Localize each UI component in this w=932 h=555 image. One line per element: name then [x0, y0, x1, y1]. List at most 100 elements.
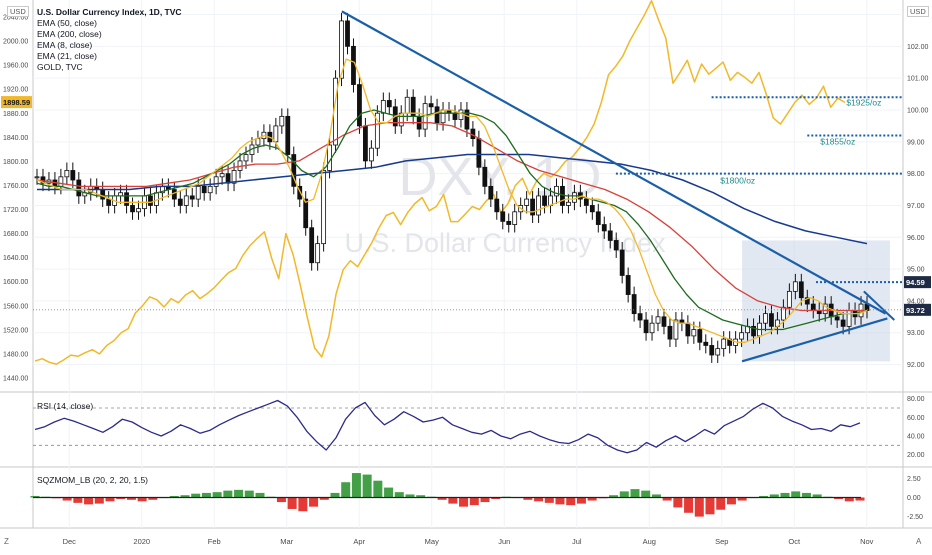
legend-ema8: EMA (8, close): [37, 40, 93, 50]
rsi-panel-label[interactable]: RSI (14, close): [37, 401, 94, 411]
momentum-bar: [276, 497, 286, 503]
candle-body: [106, 198, 112, 206]
main-price-panel: $1925/oz $1855/oz $1800/oz: [33, 0, 903, 365]
candle-body: [739, 332, 745, 340]
candle-body: [315, 243, 321, 264]
momentum-panel-label[interactable]: SQZMOM_LB (20, 2, 20, 1.5): [37, 475, 149, 485]
x-tick-label: Oct: [788, 537, 801, 546]
candle-body: [207, 185, 213, 194]
candle-body: [643, 319, 649, 334]
candle-body: [792, 281, 798, 292]
momentum-bar: [609, 495, 619, 498]
momentum-bar: [480, 497, 490, 503]
right-tick-label: 100.00: [907, 108, 929, 115]
annotation-label: $1925/oz: [846, 97, 881, 107]
candle-body: [255, 138, 261, 146]
gold-line: [34, 0, 846, 365]
candle-body: [291, 154, 297, 187]
momentum-bar: [587, 497, 597, 501]
candle-body: [846, 310, 852, 327]
ema8-line: [36, 58, 868, 343]
momentum-bar: [705, 497, 715, 515]
left-tick-label: 1680.00: [3, 231, 28, 238]
triangle-shade: [742, 240, 890, 362]
candle-body: [691, 329, 697, 337]
candle-body: [279, 115, 285, 127]
momentum-bar: [416, 495, 426, 498]
candle-body: [542, 195, 547, 206]
candle-body: [76, 179, 82, 197]
left-currency-label[interactable]: USD: [7, 6, 29, 17]
right-tick-label: 98.00: [907, 171, 925, 178]
candle-body: [189, 195, 195, 200]
right-tick-label: 101.00: [907, 76, 929, 83]
right-currency-label[interactable]: USD: [907, 6, 929, 17]
left-tick-label: 1600.00: [3, 279, 28, 286]
candle-body: [34, 176, 40, 179]
candle-body: [183, 195, 189, 206]
left-tick-label: 1960.00: [3, 63, 28, 70]
momentum-bar: [180, 495, 190, 498]
candle-body: [380, 100, 386, 114]
candle-body: [500, 211, 506, 222]
momentum-bar: [309, 497, 319, 507]
momentum-bar: [491, 497, 501, 500]
candle-body: [613, 240, 619, 251]
momentum-bar: [362, 474, 372, 498]
momentum-bar: [30, 495, 40, 498]
candle-body: [100, 189, 106, 200]
momentum-tick-label: 0.00: [907, 495, 921, 502]
ema21-line: [36, 109, 868, 331]
candle-body: [177, 198, 183, 206]
momentum-bar: [619, 491, 629, 498]
candle-body: [524, 198, 530, 206]
momentum-bar: [148, 497, 158, 500]
right-tick-label: 94.00: [907, 298, 925, 305]
candle-body: [201, 185, 207, 194]
candle-body: [195, 185, 201, 200]
momentum-bar: [566, 497, 576, 506]
candle-body: [148, 195, 153, 206]
momentum-bar: [405, 494, 415, 498]
momentum-bar: [576, 497, 586, 504]
right-corner-label[interactable]: A: [916, 537, 922, 546]
left-tick-label: 1520.00: [3, 327, 28, 334]
candle-body: [649, 322, 655, 334]
momentum-bar: [341, 482, 351, 498]
left-tick-label: 2000.00: [3, 39, 28, 46]
x-tick-label: May: [425, 537, 439, 546]
candle-body: [655, 316, 661, 324]
price-tag-resistance: 94.59: [906, 278, 925, 287]
momentum-bar: [791, 491, 801, 498]
candle-body: [297, 185, 303, 200]
lower-trendline: [741, 317, 888, 363]
candle-body: [703, 341, 709, 346]
candle-body: [58, 176, 64, 187]
momentum-bar: [191, 493, 201, 498]
candle-body: [488, 185, 494, 200]
x-tick-label: 2020: [133, 537, 150, 546]
candle-body: [386, 100, 392, 108]
left-corner-label[interactable]: Z: [4, 537, 9, 546]
rsi-tick-label: 20.00: [907, 452, 925, 459]
momentum-bar: [469, 497, 479, 506]
chart-legend: U.S. Dollar Currency Index, 1D, TVC EMA …: [37, 7, 182, 73]
candle-body: [136, 208, 141, 213]
momentum-bar: [716, 497, 726, 510]
candle-body: [685, 322, 691, 337]
momentum-bar: [212, 492, 222, 498]
x-tick-label: Aug: [643, 537, 656, 546]
momentum-bar: [523, 497, 533, 500]
candle-body: [572, 192, 577, 203]
right-tick-label: 95.00: [907, 267, 925, 274]
candle-body: [273, 125, 279, 143]
price-tag-gold-bg: [1, 96, 32, 109]
candle-body: [763, 313, 768, 324]
x-tick-label: Mar: [280, 537, 293, 546]
candle-body: [840, 319, 846, 327]
candle-body: [804, 297, 810, 305]
candle-body: [339, 20, 344, 79]
momentum-bar: [394, 492, 404, 498]
rsi-panel: [33, 399, 903, 454]
